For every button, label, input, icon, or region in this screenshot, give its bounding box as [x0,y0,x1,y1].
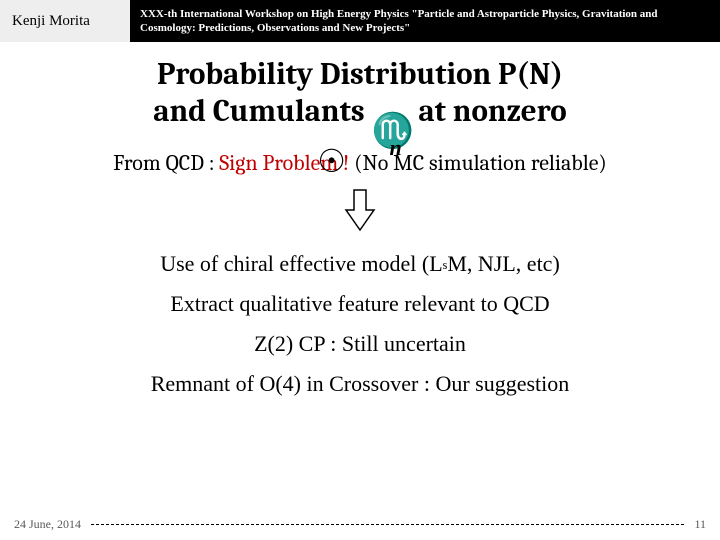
z2-cp-text: Z(2) CP : Still uncertain [0,331,720,357]
slide-header: Kenji Morita XXX-th International Worksh… [0,0,720,42]
author-name: Kenji Morita [0,0,130,42]
extract-feature-text: Extract qualitative feature relevant to … [0,291,720,317]
workshop-title: XXX-th International Workshop on High En… [130,0,720,42]
qcd-suffix: (No MC simulation reliable) [349,150,607,176]
footer-divider [91,524,684,525]
qcd-prefix: From QCD : [113,150,219,176]
footer-date: 24 June, 2014 [14,517,81,532]
page-number: 11 [694,517,706,532]
title-line2: and Cumulants ♏n at nonzero [20,93,700,130]
down-arrow-icon [0,188,720,237]
slide-footer: 24 June, 2014 11 [0,517,720,532]
qcd-problem-line: From QCD : Sign Problem !☉ (No MC simula… [0,150,720,176]
o4-remnant-text: Remnant of O(4) in Crossover : Our sugge… [0,371,720,397]
chiral-model-text: Use of chiral effective model (LsM, NJL,… [0,251,720,277]
title-line1: Probability Distribution P(N) [20,56,700,93]
slide-title: Probability Distribution P(N) and Cumula… [0,56,720,130]
